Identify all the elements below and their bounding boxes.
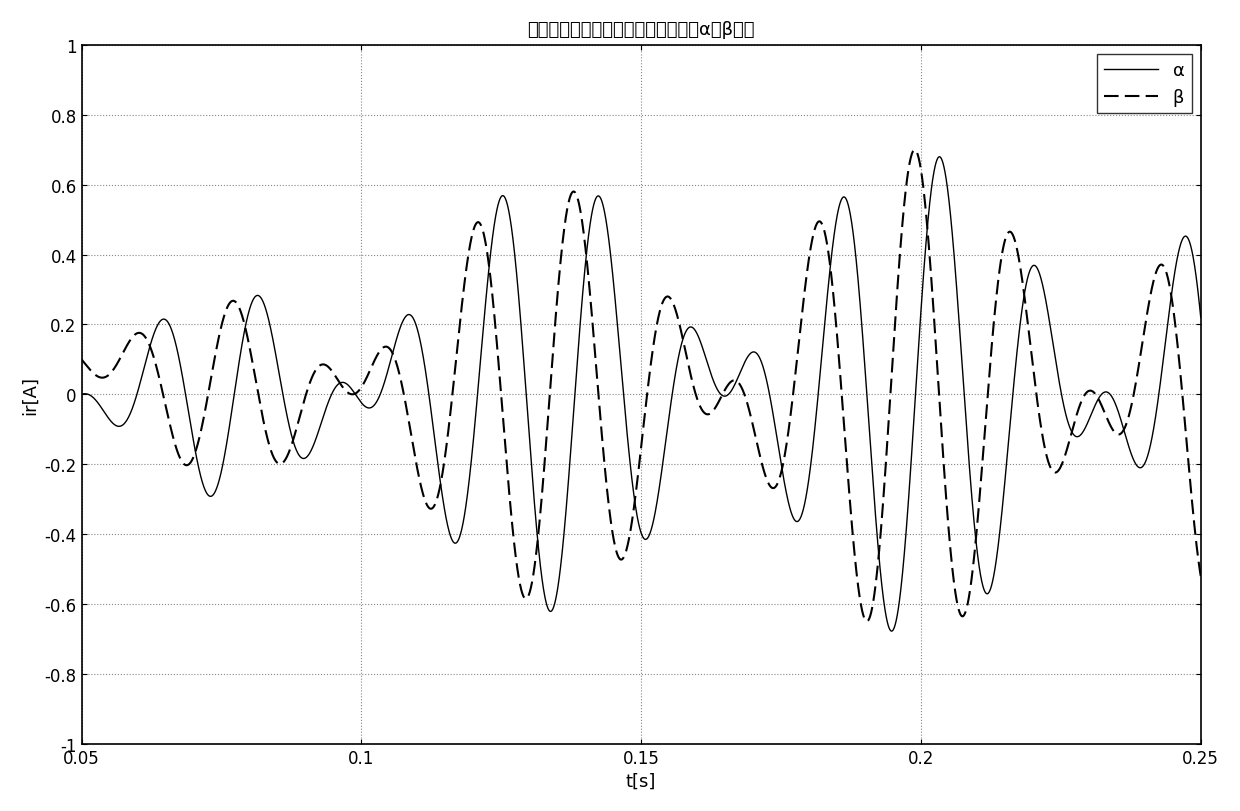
- α: [884, 626, 899, 636]
- α: [1193, 313, 1208, 323]
- Line: β: β: [82, 151, 1200, 621]
- β: [621, 536, 636, 546]
- β: [79, 361, 94, 371]
- β: [294, 408, 309, 418]
- α: [74, 390, 89, 400]
- β: [859, 616, 874, 626]
- Y-axis label: ir[A]: ir[A]: [21, 375, 38, 414]
- Line: α: α: [82, 157, 1200, 631]
- β: [1135, 343, 1149, 353]
- α: [621, 444, 636, 454]
- Legend: α, β: α, β: [1096, 55, 1192, 114]
- α: [1135, 463, 1149, 473]
- β: [1193, 572, 1208, 581]
- α: [141, 347, 156, 357]
- α: [294, 453, 309, 462]
- β: [141, 338, 156, 348]
- β: [74, 355, 89, 365]
- Title: 包含正序分量、负序分量的转子电流α、β分量: 包含正序分量、负序分量的转子电流α、β分量: [527, 21, 755, 39]
- β: [120, 340, 135, 350]
- α: [120, 414, 135, 424]
- X-axis label: t[s]: t[s]: [626, 772, 656, 790]
- α: [932, 152, 947, 162]
- α: [79, 389, 94, 399]
- β: [908, 146, 923, 156]
